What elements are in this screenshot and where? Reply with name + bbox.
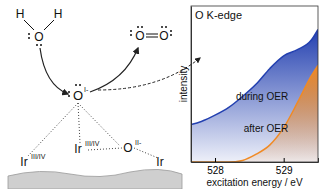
lone-pair xyxy=(40,44,42,46)
x-tick: 528 xyxy=(207,158,224,176)
area xyxy=(191,65,318,162)
bond xyxy=(146,37,158,38)
y-axis-line xyxy=(191,7,192,163)
lone-pair xyxy=(75,84,77,86)
arrow xyxy=(40,48,68,94)
plot-frame xyxy=(191,6,318,162)
atom-label: Ir xyxy=(20,155,27,169)
atom-label: O xyxy=(34,30,43,44)
y-axis xyxy=(191,7,192,163)
atom-label: Ir xyxy=(156,155,163,169)
atom-label: O xyxy=(135,29,144,43)
lone-pair xyxy=(161,26,163,28)
canvas: HHOOOOI-IrIII/IVIrIII/IVOII-Irduring OER… xyxy=(0,0,321,189)
y-axis-title: intensity xyxy=(178,66,189,103)
lone-pair xyxy=(36,44,38,46)
lone-pair xyxy=(137,26,139,28)
charge-label: III/IV xyxy=(31,153,46,160)
charge-label: I- xyxy=(84,86,89,93)
lone-pair xyxy=(68,91,70,93)
atom-label: O xyxy=(159,29,168,43)
line xyxy=(191,65,318,162)
bond xyxy=(146,34,158,35)
lone-pair xyxy=(68,95,70,97)
chart: during OER after OER 528 529 O K-edge excitat… xyxy=(178,6,319,188)
lone-pair xyxy=(28,33,30,35)
atom-label: O xyxy=(73,88,83,103)
atom-label: O xyxy=(123,141,132,155)
x-tick-label: 529 xyxy=(276,165,293,176)
bond xyxy=(24,20,34,30)
atom-label: H xyxy=(16,7,25,21)
chart-title: O K-edge xyxy=(195,9,242,21)
coordination xyxy=(78,103,80,143)
surface xyxy=(8,169,182,189)
lone-pair xyxy=(141,26,143,28)
plot-area xyxy=(191,29,318,162)
x-tick-label: 528 xyxy=(207,165,224,176)
lone-pair xyxy=(79,84,81,86)
bond xyxy=(44,20,54,30)
x-tick-mark xyxy=(215,158,216,162)
charge-label: III/IV xyxy=(85,140,100,147)
x-axis: 528 529 xyxy=(192,158,319,176)
x-axis-line xyxy=(192,158,319,163)
x-tick: 529 xyxy=(276,158,293,176)
atom-label: H xyxy=(54,7,63,21)
x-axis-title: excitation energy / eV xyxy=(206,177,302,188)
lone-pair xyxy=(170,30,172,32)
series-label: after OER xyxy=(244,123,288,134)
coordination xyxy=(88,148,122,150)
arrow xyxy=(90,48,138,92)
coordination xyxy=(28,103,78,156)
diagram: HHOOOOI-IrIII/IVIrIII/IVOII-Ir xyxy=(8,7,200,189)
atom-label: Ir xyxy=(74,142,81,156)
x-tick-mark xyxy=(284,158,285,162)
area xyxy=(191,29,318,162)
lone-pair xyxy=(130,30,132,32)
lone-pair xyxy=(130,34,132,36)
coordination xyxy=(134,148,158,158)
lone-pair xyxy=(28,37,30,39)
lone-pair xyxy=(170,34,172,36)
lone-pair xyxy=(165,26,167,28)
charge-label: II- xyxy=(135,139,142,146)
coordination xyxy=(78,103,120,146)
root: HHOOOOI-IrIII/IVIrIII/IVOII-Irduring OER… xyxy=(0,0,321,189)
series-label: during OER xyxy=(236,91,288,102)
